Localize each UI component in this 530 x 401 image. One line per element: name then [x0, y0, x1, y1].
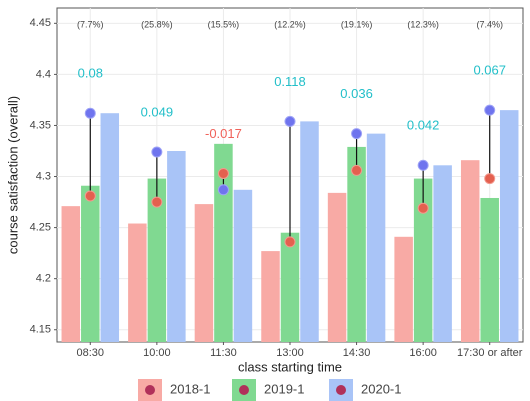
change-label: 0.042: [407, 118, 440, 133]
bar: [280, 232, 300, 342]
bar: [460, 160, 480, 342]
x-tick-label: 13:00: [276, 347, 304, 359]
x-tick-label: 17:30 or after: [457, 347, 523, 359]
start-dot: [84, 190, 96, 202]
bar: [214, 143, 233, 342]
end-dot: [84, 107, 96, 119]
y-axis-title: course satisfaction (overall): [5, 96, 20, 254]
bar: [100, 113, 120, 342]
y-tick-label: 4.4: [36, 68, 51, 80]
change-label: 0.049: [141, 104, 174, 119]
bar: [300, 121, 319, 342]
start-dot: [351, 164, 363, 176]
percent-label: (7.7%): [77, 19, 104, 29]
bar: [347, 146, 366, 342]
y-tick-label: 4.3: [36, 170, 51, 182]
legend-dot: [239, 385, 249, 395]
y-tick-label: 4.2: [36, 273, 51, 285]
percent-label: (15.5%): [208, 19, 240, 29]
legend-label: 2020-1: [361, 381, 401, 396]
end-dot: [284, 115, 296, 127]
legend-label: 2019-1: [264, 381, 304, 396]
y-tick-label: 4.15: [30, 324, 51, 336]
change-label: 0.067: [473, 63, 506, 78]
change-label: 0.08: [78, 66, 103, 81]
start-dot: [217, 167, 229, 179]
x-tick-label: 10:00: [143, 347, 171, 359]
change-label: -0.017: [205, 126, 242, 141]
start-dot: [417, 202, 429, 214]
bar: [261, 251, 280, 342]
bar: [413, 178, 433, 342]
bar: [128, 223, 147, 342]
end-dot: [351, 128, 363, 140]
bar: [480, 197, 499, 342]
y-tick-label: 4.35: [30, 119, 51, 131]
bar: [81, 185, 100, 342]
y-tick-label: 4.25: [30, 222, 51, 234]
bar: [61, 206, 81, 342]
x-tick-label: 11:30: [210, 347, 237, 359]
change-label: 0.036: [340, 86, 373, 101]
end-dot: [484, 104, 496, 116]
legend-label: 2018-1: [170, 381, 210, 396]
x-tick-label: 16:00: [409, 347, 437, 359]
legend-dot: [336, 385, 346, 395]
end-dot: [417, 159, 429, 171]
bar: [167, 150, 186, 342]
percent-label: (12.2%): [274, 19, 306, 29]
bar: [366, 133, 386, 342]
start-dot: [151, 196, 163, 208]
bar: [499, 110, 519, 342]
bar: [147, 178, 167, 342]
bar: [394, 236, 413, 342]
change-label: 0.118: [274, 74, 306, 89]
bar: [194, 204, 214, 342]
percent-label: (25.8%): [141, 19, 173, 29]
start-dot: [484, 173, 496, 185]
x-tick-label: 08:30: [77, 347, 105, 359]
bar: [433, 165, 452, 342]
end-dot: [217, 184, 229, 196]
bar: [327, 192, 347, 342]
x-axis-title: class starting time: [238, 359, 342, 374]
percent-label: (19.1%): [341, 19, 373, 29]
percent-label: (7.4%): [476, 19, 503, 29]
start-dot: [284, 236, 296, 248]
percent-label: (12.3%): [407, 19, 439, 29]
y-tick-label: 4.45: [30, 17, 51, 29]
end-dot: [151, 146, 163, 158]
bar: [233, 189, 253, 342]
legend-dot: [145, 385, 155, 395]
x-tick-label: 14:30: [343, 347, 371, 359]
